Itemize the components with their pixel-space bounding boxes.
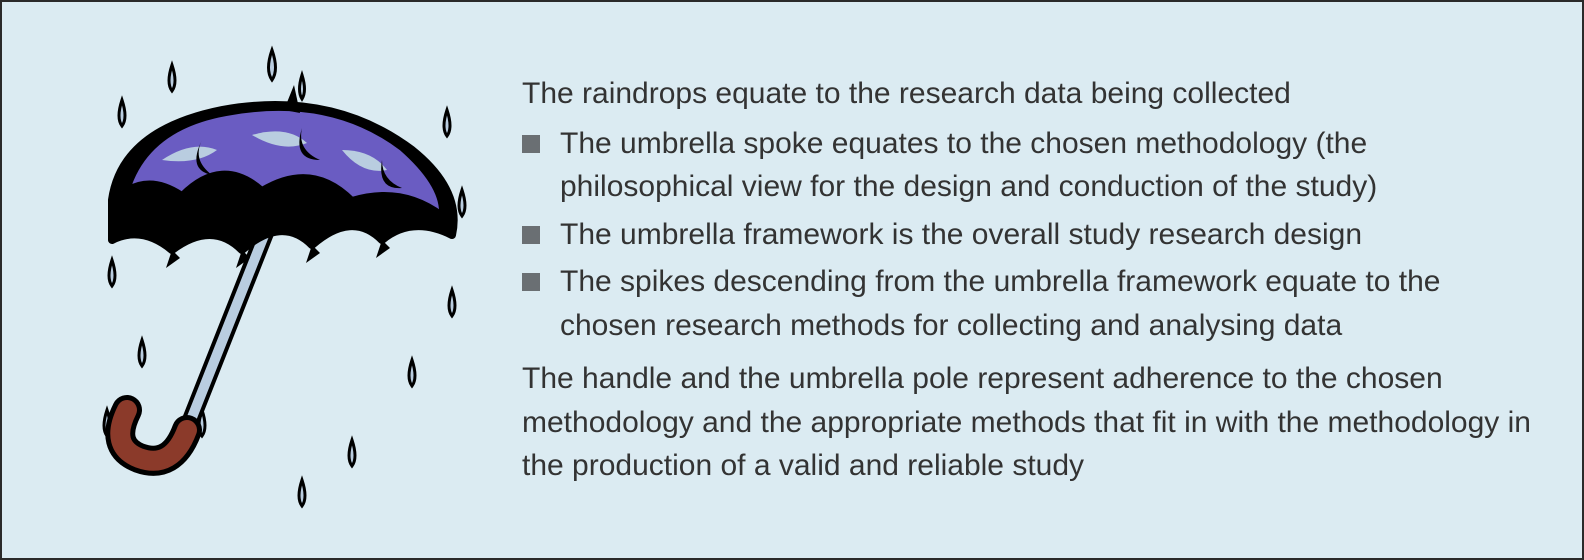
- umbrella-illustration: [32, 30, 512, 530]
- outro-text: The handle and the umbrella pole represe…: [522, 357, 1542, 488]
- bullet-item: The umbrella framework is the overall st…: [522, 213, 1542, 257]
- bullet-item: The spikes descending from the umbrella …: [522, 260, 1542, 347]
- info-panel: The raindrops equate to the research dat…: [0, 0, 1584, 560]
- intro-text: The raindrops equate to the research dat…: [522, 72, 1542, 116]
- bullet-list: The umbrella spoke equates to the chosen…: [522, 122, 1542, 348]
- bullet-item: The umbrella spoke equates to the chosen…: [522, 122, 1542, 209]
- umbrella-icon: [52, 40, 492, 520]
- text-block: The raindrops equate to the research dat…: [512, 72, 1542, 488]
